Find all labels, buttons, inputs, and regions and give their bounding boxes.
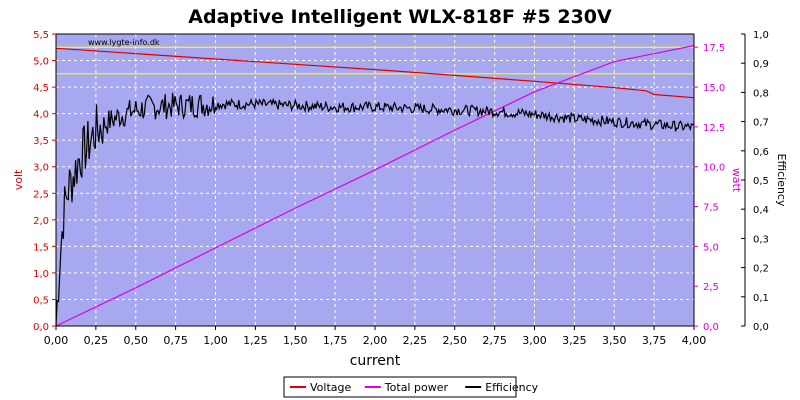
x-tick-label: 3,75 bbox=[642, 334, 667, 347]
y-axis-efficiency: 0,0 0,1 0,2 0,3 0,4 0,5 0,6 0,7 0,8 0,9 1,0 bbox=[741, 30, 769, 333]
y-watt-tick-label: 15,0 bbox=[703, 83, 725, 94]
series-line-voltage bbox=[55, 47, 695, 99]
y-axis-volt-label: volt bbox=[12, 169, 25, 190]
x-tick-label: 0,00 bbox=[44, 334, 69, 347]
y-watt-tick-label: 17,5 bbox=[703, 43, 725, 54]
reference-lines bbox=[56, 46, 694, 75]
y-axis-efficiency-label: Efficiency bbox=[775, 154, 788, 207]
y-volt-tick-label: 3,0 bbox=[33, 163, 49, 174]
x-tick-label: 2,25 bbox=[403, 334, 428, 347]
y-efficiency-tick-label: 0,9 bbox=[753, 59, 769, 70]
x-axis-label: current bbox=[350, 353, 401, 369]
x-tick-label: 4,00 bbox=[682, 334, 707, 347]
series-line-total-power bbox=[55, 45, 695, 327]
y-volt-tick-label: 2,5 bbox=[33, 189, 49, 200]
y-axis-watt-label: watt bbox=[730, 168, 743, 193]
x-tick-label: 1,50 bbox=[283, 334, 308, 347]
y-volt-tick-label: 1,5 bbox=[33, 242, 49, 253]
y-efficiency-tick-label: 0,6 bbox=[753, 147, 769, 158]
x-tick-label: 0,25 bbox=[84, 334, 109, 347]
y-volt-tick-label: 4,0 bbox=[33, 110, 49, 121]
x-tick-label: 3,25 bbox=[562, 334, 587, 347]
y-efficiency-tick-label: 0,2 bbox=[753, 264, 769, 275]
x-tick-label: 1,75 bbox=[323, 334, 348, 347]
x-tick-label: 1,00 bbox=[203, 334, 228, 347]
y-volt-tick-label: 1,0 bbox=[33, 269, 49, 280]
x-tick-label: 0,75 bbox=[163, 334, 188, 347]
y-volt-tick-label: 0,0 bbox=[33, 322, 49, 333]
y-volt-tick-label: 5,5 bbox=[33, 30, 49, 41]
series-group bbox=[55, 45, 695, 327]
y-watt-tick-label: 12,5 bbox=[703, 123, 725, 134]
x-tick-label: 1,25 bbox=[243, 334, 268, 347]
y-watt-tick-label: 5,0 bbox=[703, 242, 719, 253]
y-volt-tick-label: 4,5 bbox=[33, 83, 49, 94]
y-watt-tick-label: 2,5 bbox=[703, 282, 719, 293]
legend: Voltage Total power Efficiency bbox=[283, 376, 539, 398]
y-watt-tick-label: 7,5 bbox=[703, 203, 719, 214]
x-tick-label: 2,50 bbox=[443, 334, 468, 347]
y-volt-tick-label: 0,5 bbox=[33, 295, 49, 306]
watermark: www.lygte-info.dk bbox=[88, 38, 160, 47]
y-volt-tick-label: 2,0 bbox=[33, 216, 49, 227]
chart-title: Adaptive Intelligent WLX-818F #5 230V bbox=[188, 6, 612, 28]
grid-lines bbox=[56, 34, 694, 326]
x-tick-label: 2,00 bbox=[363, 334, 388, 347]
y-watt-tick-label: 0,0 bbox=[703, 322, 719, 333]
x-tick-label: 2,75 bbox=[482, 334, 507, 347]
y-volt-tick-label: 5,0 bbox=[33, 57, 49, 68]
y-axis-watt: 0,0 2,5 5,0 7,5 10,0 12,5 15,0 17,5 bbox=[694, 43, 725, 333]
y-efficiency-tick-label: 0,7 bbox=[753, 118, 769, 129]
y-efficiency-tick-label: 0,4 bbox=[753, 205, 769, 216]
legend-label: Voltage bbox=[310, 381, 351, 394]
y-efficiency-tick-label: 0,0 bbox=[753, 322, 769, 333]
x-tick-label: 3,00 bbox=[522, 334, 547, 347]
y-volt-tick-label: 3,5 bbox=[33, 136, 49, 147]
y-watt-tick-label: 10,0 bbox=[703, 163, 725, 174]
x-tick-label: 3,50 bbox=[602, 334, 627, 347]
y-efficiency-tick-label: 0,5 bbox=[753, 176, 769, 187]
y-efficiency-tick-label: 0,1 bbox=[753, 293, 769, 304]
y-efficiency-tick-label: 0,3 bbox=[753, 234, 769, 245]
series-line-efficiency bbox=[55, 92, 695, 327]
y-axis-volt: 0,0 0,5 1,0 1,5 2,0 2,5 3,0 3,5 4,0 4,5 5,0 5,5 bbox=[33, 30, 56, 333]
y-efficiency-tick-label: 0,8 bbox=[753, 88, 769, 99]
legend-box bbox=[283, 376, 517, 398]
legend-label: Total power bbox=[384, 381, 449, 394]
legend-label: Efficiency bbox=[485, 381, 538, 394]
y-efficiency-tick-label: 1,0 bbox=[753, 30, 769, 41]
x-axis: 0,00 0,25 0,50 0,75 1,00 1,25 1,50 1,75 2,00 2,25… bbox=[44, 326, 707, 347]
x-tick-label: 0,50 bbox=[124, 334, 149, 347]
